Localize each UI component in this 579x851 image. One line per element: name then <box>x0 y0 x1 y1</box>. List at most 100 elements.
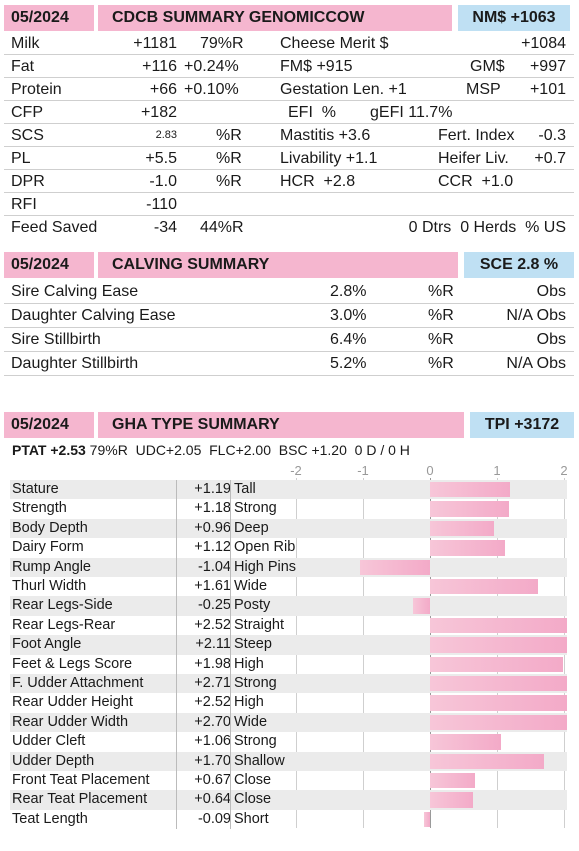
column-separator <box>230 557 231 577</box>
trait-bar <box>430 501 510 517</box>
type-summary-header: 05/2024 GHA TYPE SUMMARY TPI +3172 <box>4 412 574 438</box>
summary-row: Protein +66 +0.10% Gestation Len. +1 MSP… <box>4 78 574 101</box>
scale-tick-label: -2 <box>290 463 302 478</box>
type-title: GHA TYPE SUMMARY <box>98 412 464 438</box>
calving-summary-header: 05/2024 CALVING SUMMARY SCE 2.8 % <box>4 252 574 278</box>
column-separator <box>230 751 231 771</box>
trait-name: Stature <box>12 481 59 497</box>
calving-row: Daughter Stillbirth 5.2% %R N/A Obs <box>4 352 574 376</box>
trait-bar <box>430 482 510 498</box>
trait-row: Thurl Width +1.61 Wide <box>10 577 567 597</box>
column-separator <box>176 712 177 733</box>
column-separator <box>230 674 231 694</box>
trait-description: Posty <box>234 597 271 614</box>
column-separator <box>176 674 177 694</box>
trait-row: Dairy Form +1.12 Open Rib <box>10 538 567 558</box>
trait-description: Close <box>234 772 272 788</box>
trait-description: High <box>234 655 264 672</box>
trait-name: Thurl Width <box>12 578 87 594</box>
summary-row: SCS 2.83 %R Mastitis +3.6 Fert. Index -0… <box>4 124 574 147</box>
ptat-line: PTAT +2.53 79%R UDC+2.05 FLC+2.00 BSC +1… <box>12 442 410 458</box>
trait-row: Stature +1.19 Tall <box>10 480 567 500</box>
trait-bar <box>430 714 568 731</box>
trait-row: Rear Teat Placement +0.64 Close <box>10 790 567 810</box>
trait-description: High Pins <box>234 558 297 575</box>
trait-name: Rear Teat Placement <box>12 791 148 808</box>
trait-name: Teat Length <box>12 810 88 827</box>
trait-bar <box>430 734 502 750</box>
column-separator <box>230 771 231 791</box>
trait-bar <box>430 695 568 711</box>
column-separator <box>176 732 177 752</box>
trait-row: Teat Length -0.09 Short <box>10 809 567 830</box>
trait-name: Rear Legs-Side <box>12 597 113 614</box>
sce-badge: SCE 2.8 % <box>464 252 574 278</box>
scale-tick-label: 0 <box>426 463 434 478</box>
trait-description: High <box>234 694 264 711</box>
trait-bar <box>430 579 538 595</box>
trait-name: Udder Depth <box>12 752 95 769</box>
summary-row: Fat +116 +0.24% FM$ +915 GM$ +997 <box>4 55 574 78</box>
trait-value: -0.25 <box>197 597 231 614</box>
column-separator <box>176 518 177 539</box>
trait-description: Shallow <box>234 752 285 769</box>
trait-row: Rear Udder Width +2.70 Wide <box>10 712 568 733</box>
trait-name: Feet & Legs Score <box>12 655 133 672</box>
trait-value: +0.67 <box>194 772 231 788</box>
trait-row: Rear Udder Height +2.52 High <box>10 693 568 713</box>
column-separator <box>176 499 177 519</box>
trait-description: Short <box>234 810 269 827</box>
trait-bar <box>430 676 568 692</box>
trait-bar <box>430 520 495 537</box>
column-separator <box>176 809 177 830</box>
trait-name: Front Teat Placement <box>12 772 150 788</box>
column-separator <box>230 654 231 674</box>
trait-row: Strength +1.18 Strong <box>10 499 567 519</box>
trait-row: Feet & Legs Score +1.98 High <box>10 654 567 674</box>
column-separator <box>176 693 177 713</box>
trait-description: Wide <box>234 578 268 594</box>
trait-value: +1.12 <box>194 539 231 556</box>
trait-description: Close <box>234 791 272 808</box>
trait-name: Udder Cleft <box>12 733 86 750</box>
column-separator <box>176 557 177 577</box>
scale-tick-label: 2 <box>560 463 568 478</box>
trait-value: +1.70 <box>194 752 231 769</box>
column-separator <box>230 596 231 616</box>
trait-row: F. Udder Attachment +2.71 Strong <box>10 674 568 694</box>
trait-value: +1.18 <box>194 500 231 517</box>
summary-row: Milk +1181 79%R Cheese Merit $ +1084 <box>4 32 574 55</box>
trait-name: Rear Udder Width <box>12 713 129 730</box>
trait-value: +2.70 <box>194 713 231 730</box>
summary-row: CFP +182 EFI % gEFI 11.7% <box>4 101 574 124</box>
trait-value: -1.04 <box>197 558 231 575</box>
trait-bar <box>423 811 430 828</box>
trait-bar <box>413 598 430 614</box>
trait-bar <box>360 559 430 575</box>
column-separator <box>176 635 177 655</box>
trait-value: +2.52 <box>194 694 231 711</box>
scale-tick-label: 1 <box>493 463 501 478</box>
trait-value: +1.06 <box>194 733 231 750</box>
trait-description: Straight <box>234 616 284 633</box>
trait-description: Steep <box>234 636 272 653</box>
summary-row: PL +5.5 %R Livability +1.1 Heifer Liv. +… <box>4 147 574 170</box>
calving-title: CALVING SUMMARY <box>98 252 458 278</box>
cdcb-date: 05/2024 <box>4 5 94 31</box>
column-separator <box>230 577 231 597</box>
trait-value: -0.09 <box>197 810 231 827</box>
trait-row: Rump Angle -1.04 High Pins <box>10 557 567 577</box>
trait-description: Strong <box>234 675 277 691</box>
calving-row: Daughter Calving Ease 3.0% %R N/A Obs <box>4 304 574 328</box>
summary-row: Feed Saved -34 44%R 0 Dtrs 0 Herds % US <box>11 219 566 236</box>
trait-description: Tall <box>234 481 256 497</box>
trait-bar <box>430 637 568 653</box>
column-separator <box>230 790 231 810</box>
trait-name: F. Udder Attachment <box>12 675 144 691</box>
column-separator <box>176 538 177 558</box>
trait-bar <box>430 773 475 789</box>
trait-name: Foot Angle <box>12 636 82 653</box>
trait-row: Rear Legs-Side -0.25 Posty <box>10 596 567 616</box>
trait-name: Rump Angle <box>12 558 91 575</box>
trait-bar <box>430 792 473 808</box>
